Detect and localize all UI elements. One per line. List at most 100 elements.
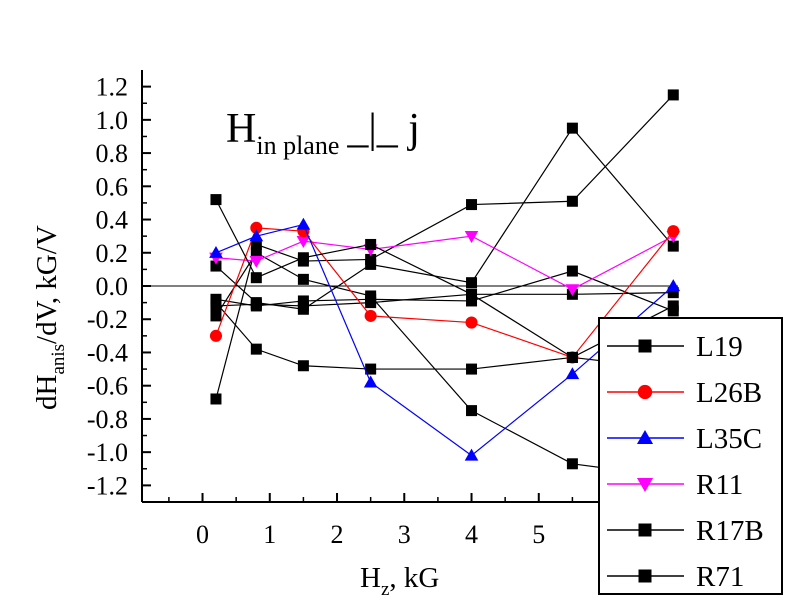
data-point: [250, 247, 262, 259]
y-axis-title-subscript: anis: [48, 344, 69, 375]
legend-marker: [638, 523, 652, 537]
y-tick-label: 0.6: [96, 172, 129, 201]
x-axis-title-subscript: z: [381, 579, 389, 600]
data-point: [466, 405, 478, 417]
data-point: [465, 316, 478, 329]
legend-box: [598, 317, 783, 595]
data-point: [210, 260, 222, 272]
y-axis-title-tail: /dV, kG/V: [31, 225, 63, 344]
data-point: [466, 295, 478, 307]
legend-marker: [638, 569, 652, 583]
data-point: [250, 343, 262, 355]
x-tick-label: 0: [196, 520, 209, 549]
legend-marker: [637, 384, 653, 400]
data-point: [297, 360, 309, 372]
y-axis-title: dHanis/dV, kG/V: [31, 225, 69, 410]
y-tick-label: 0.0: [96, 272, 129, 301]
y-tick-label: 1.2: [96, 73, 129, 102]
data-point: [566, 195, 578, 207]
x-tick-label: 2: [331, 520, 344, 549]
data-point: [210, 297, 222, 309]
data-point: [250, 238, 262, 250]
y-tick-label: 1.0: [96, 106, 129, 135]
y-tick-label: -0.8: [87, 405, 128, 434]
data-point: [250, 221, 263, 234]
data-point: [466, 277, 478, 289]
x-tick-label: 5: [532, 520, 545, 549]
data-point: [566, 351, 578, 363]
data-point: [297, 300, 309, 312]
y-axis-title-main: dH: [31, 375, 63, 411]
data-point: [365, 297, 377, 309]
y-ticks: 1.2 1.0 0.8 0.6 0.4 0.2 0.0 -0.2 -0.4 -0.6 -0.8 -1.…: [87, 73, 151, 500]
data-point: [250, 298, 262, 310]
annotation-main: H: [226, 106, 256, 152]
data-point: [296, 236, 311, 248]
data-point: [466, 199, 478, 211]
data-point: [210, 393, 222, 405]
legend-label: L19: [696, 331, 743, 363]
legend-label: L35C: [696, 423, 762, 455]
data-point: [364, 309, 377, 322]
x-axis-title: Hz, kG: [360, 562, 439, 600]
data-point: [565, 367, 580, 380]
y-tick-label: 0.8: [96, 139, 129, 168]
data-point: [666, 279, 681, 292]
y-tick-label: -0.2: [87, 305, 128, 334]
data-point: [667, 300, 679, 312]
data-point: [464, 448, 479, 461]
data-point: [363, 375, 378, 388]
legend-marker: [636, 429, 654, 445]
data-point: [209, 329, 223, 342]
plot-annotation: Hin plane _|_ j: [226, 106, 420, 160]
data-point: [667, 287, 679, 299]
data-point: [365, 363, 377, 375]
legend-label: R11: [696, 469, 743, 501]
series-unlabeled-8: [210, 265, 679, 317]
legend-label: R17B: [696, 515, 764, 547]
x-tick-label: 4: [465, 520, 478, 549]
y-tick-label: 0.4: [96, 206, 129, 235]
legend: L19 L26B L35C R11 R17B R71: [598, 317, 783, 595]
legend-marker: [636, 477, 654, 493]
legend-marker: [638, 339, 652, 353]
annotation-subscript: in plane: [256, 131, 339, 160]
y-tick-label: -0.6: [87, 372, 128, 401]
y-tick-label: -1.2: [87, 471, 128, 500]
data-point: [667, 240, 679, 252]
data-point: [209, 245, 223, 258]
data-point: [466, 363, 478, 375]
data-point: [565, 284, 580, 297]
x-axis-title-tail: , kG: [389, 562, 439, 594]
data-point: [566, 458, 578, 470]
series-l19: [210, 194, 679, 363]
x-axis-title-main: H: [360, 562, 381, 594]
data-point: [297, 273, 309, 285]
x-tick-label: 1: [263, 520, 276, 549]
series-l35c: [209, 217, 681, 461]
data-point: [464, 231, 479, 243]
data-point: [566, 265, 578, 277]
x-tick-label: 3: [398, 520, 411, 549]
data-point: [249, 229, 264, 242]
y-tick-label: 0.2: [96, 239, 129, 268]
legend-label: L26B: [696, 377, 762, 409]
y-tick-label: -0.4: [87, 338, 128, 367]
series-line: [215, 292, 674, 307]
data-point: [365, 253, 377, 265]
data-point: [566, 122, 578, 134]
data-point: [250, 272, 262, 284]
series-unlabeled-9: [210, 287, 679, 312]
data-point: [296, 217, 311, 230]
series-layer: [209, 89, 681, 483]
annotation-tail: _|_ j: [346, 106, 420, 152]
data-point: [667, 89, 679, 101]
data-point: [210, 194, 222, 206]
data-point: [667, 225, 680, 238]
data-point: [210, 310, 222, 322]
data-point: [466, 288, 478, 300]
data-point: [297, 252, 309, 264]
legend-label: R71: [696, 561, 744, 593]
data-point: [249, 255, 264, 268]
